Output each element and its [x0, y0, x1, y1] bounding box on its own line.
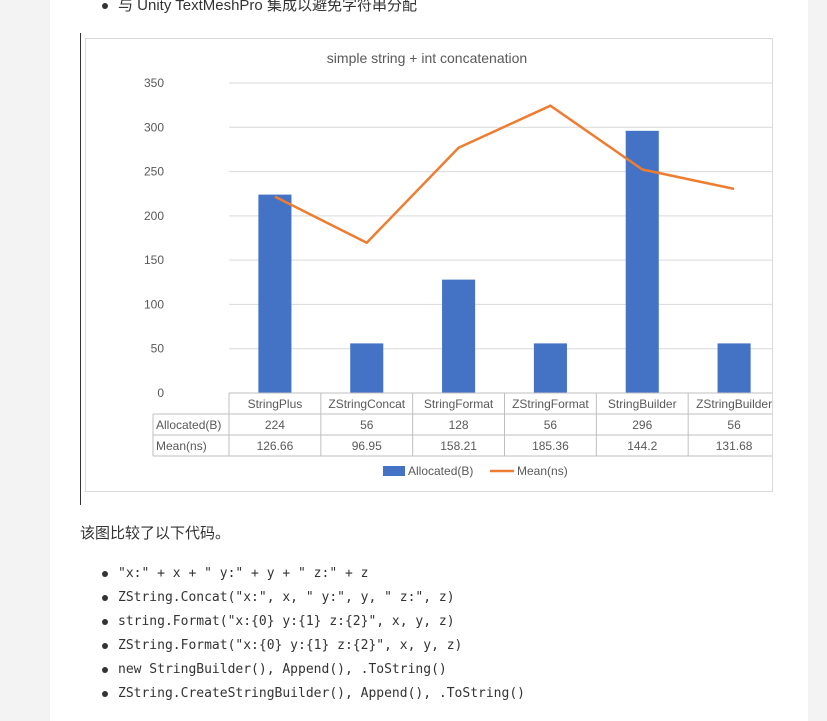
- bullet-dot-icon: [102, 3, 108, 10]
- code-text: new StringBuilder(), Append(), .ToString…: [118, 662, 447, 677]
- top-bullet-item: 与 Unity TextMeshPro 集成以避免字符串分配: [102, 0, 417, 15]
- category-label: StringFormat: [424, 397, 494, 411]
- category-label: ZStringBuilder: [696, 397, 772, 411]
- code-item: "x:" + x + " y:" + y + " z:" + z: [102, 562, 525, 586]
- bullet-dot-icon: [102, 690, 108, 697]
- bar: [533, 343, 567, 393]
- category-label: StringBuilder: [608, 397, 677, 411]
- table-cell: 126.66: [257, 439, 294, 453]
- y-left-tick-label: 250: [144, 165, 164, 179]
- mean-line: [274, 104, 735, 244]
- table-cell: 56: [544, 418, 558, 432]
- y-left-tick-label: 150: [144, 253, 164, 267]
- y-left-tick-label: 350: [144, 76, 164, 90]
- bullet-dot-icon: [102, 666, 108, 673]
- page-content: 与 Unity TextMeshPro 集成以避免字符串分配 simple st…: [50, 0, 808, 721]
- code-list: "x:" + x + " y:" + y + " z:" + z ZString…: [102, 562, 525, 706]
- bullet-dot-icon: [102, 642, 108, 649]
- y-left-tick-label: 0: [157, 386, 164, 400]
- code-item: string.Format("x:{0} y:{1} z:{2}", x, y,…: [102, 610, 525, 634]
- chart-container: simple string + int concatenation 0 50 100 1…: [85, 38, 773, 492]
- code-item: ZString.Concat("x:", x, " y:", y, " z:",…: [102, 586, 525, 610]
- legend-label: Mean(ns): [517, 464, 568, 478]
- chart-frame: [80, 33, 781, 505]
- category-label: StringPlus: [248, 397, 303, 411]
- code-text: string.Format("x:{0} y:{1} z:{2}", x, y,…: [118, 614, 455, 629]
- bar: [350, 343, 384, 393]
- bar: [717, 343, 751, 393]
- table-cell: 96.95: [352, 439, 382, 453]
- legend-swatch-bar: [383, 466, 405, 476]
- y-left-tick-label: 300: [144, 120, 164, 134]
- y-left-tick-label: 50: [151, 342, 165, 356]
- table-cell: 158.21: [440, 439, 477, 453]
- bar: [258, 194, 292, 393]
- code-item: new StringBuilder(), Append(), .ToString…: [102, 658, 525, 682]
- bullet-dot-icon: [102, 618, 108, 625]
- code-item: ZString.Format("x:{0} y:{1} z:{2}", x, y…: [102, 634, 525, 658]
- category-label: ZStringFormat: [512, 397, 589, 411]
- legend-label: Allocated(B): [408, 464, 473, 478]
- bar: [442, 279, 476, 393]
- bullet-dot-icon: [102, 570, 108, 577]
- code-text: ZString.Concat("x:", x, " y:", y, " z:",…: [118, 590, 455, 605]
- category-label: ZStringConcat: [328, 397, 405, 411]
- code-text: ZString.Format("x:{0} y:{1} z:{2}", x, y…: [118, 638, 463, 653]
- code-item: ZString.CreateStringBuilder(), Append(),…: [102, 682, 525, 706]
- table-row-label: Mean(ns): [156, 439, 207, 453]
- table-row-label: Allocated(B): [156, 418, 221, 432]
- combo-chart: simple string + int concatenation 0 50 100 1…: [144, 50, 772, 478]
- table-cell: 56: [727, 418, 741, 432]
- y-left-tick-label: 200: [144, 209, 164, 223]
- y-left-tick-label: 100: [144, 297, 164, 311]
- table-cell: 224: [265, 418, 285, 432]
- bar: [625, 130, 659, 393]
- code-text: "x:" + x + " y:" + y + " z:" + z: [118, 566, 369, 581]
- table-cell: 131.68: [716, 439, 753, 453]
- table-cell: 296: [632, 418, 652, 432]
- bullet-dot-icon: [102, 594, 108, 601]
- code-text: ZString.CreateStringBuilder(), Append(),…: [118, 686, 525, 701]
- chart-title: simple string + int concatenation: [327, 50, 527, 66]
- table-cell: 128: [449, 418, 469, 432]
- top-bullet-text: 与 Unity TextMeshPro 集成以避免字符串分配: [118, 0, 417, 14]
- summary-text: 该图比较了以下代码。: [80, 525, 231, 542]
- table-cell: 144.2: [627, 439, 657, 453]
- table-cell: 56: [360, 418, 374, 432]
- table-cell: 185.36: [532, 439, 569, 453]
